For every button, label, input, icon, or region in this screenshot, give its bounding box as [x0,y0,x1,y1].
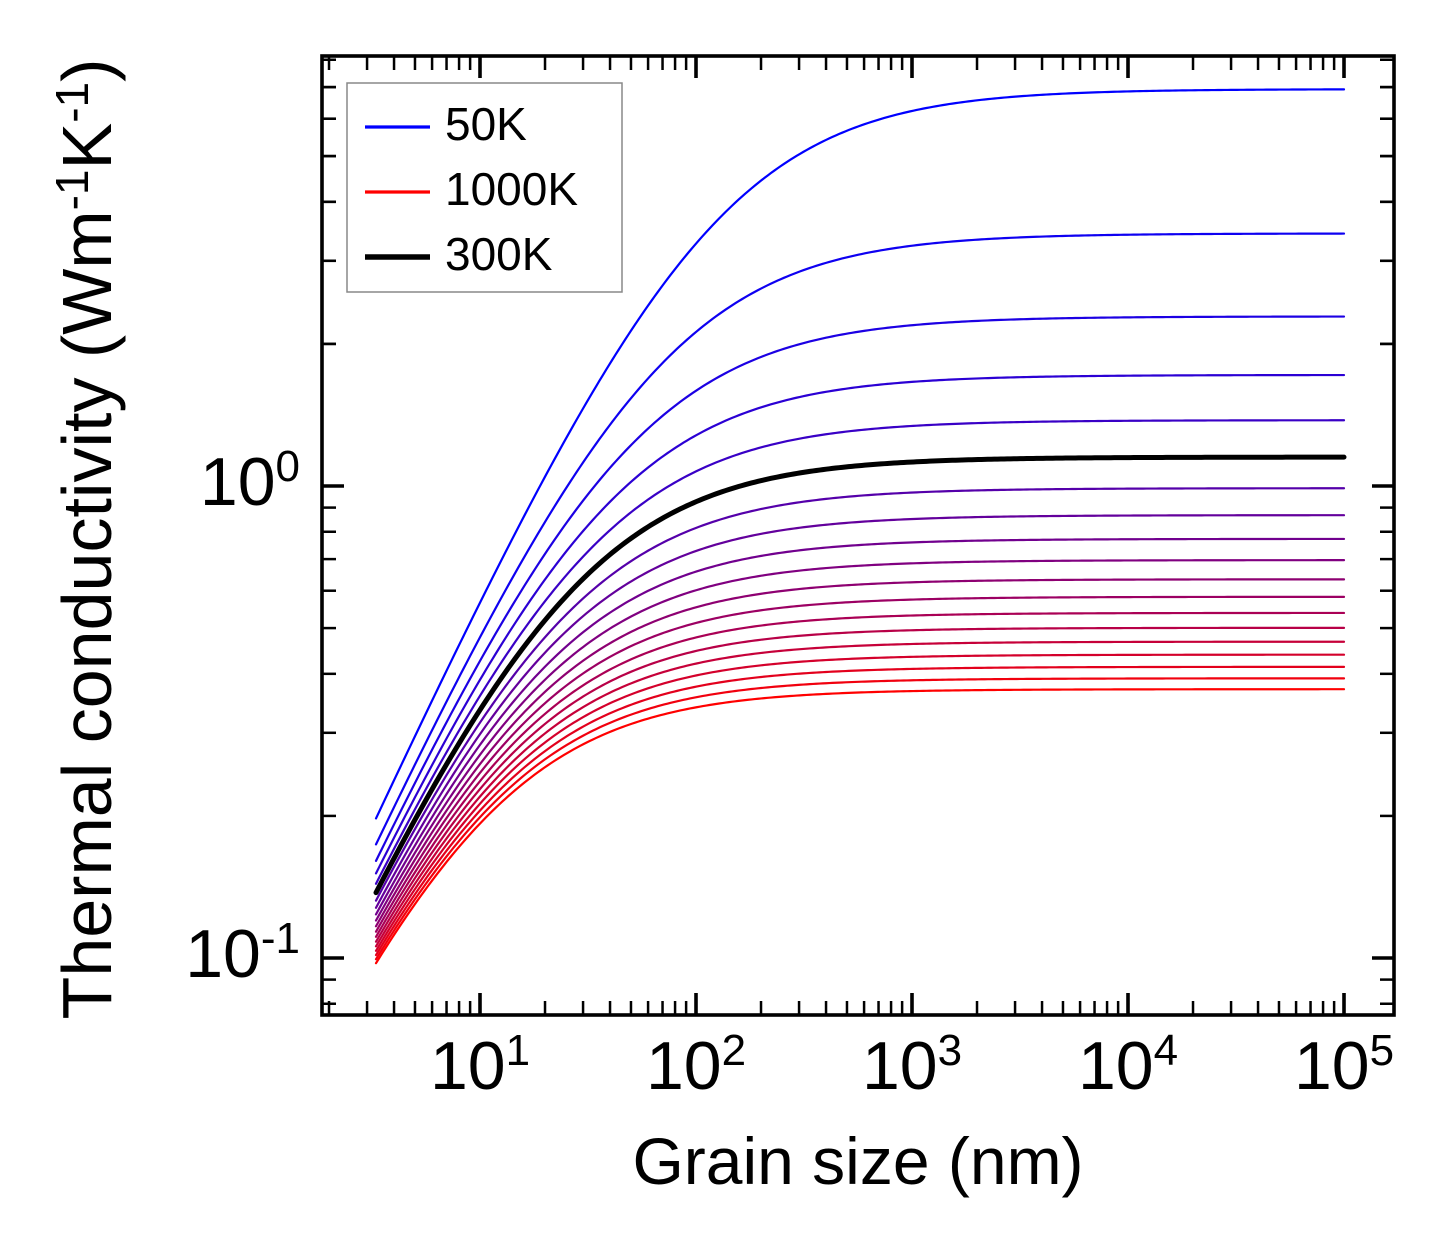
svg-text:1000K: 1000K [445,163,578,215]
svg-text:50K: 50K [445,98,527,150]
svg-text:300K: 300K [445,228,553,280]
svg-text:Grain size (nm): Grain size (nm) [632,1124,1083,1198]
